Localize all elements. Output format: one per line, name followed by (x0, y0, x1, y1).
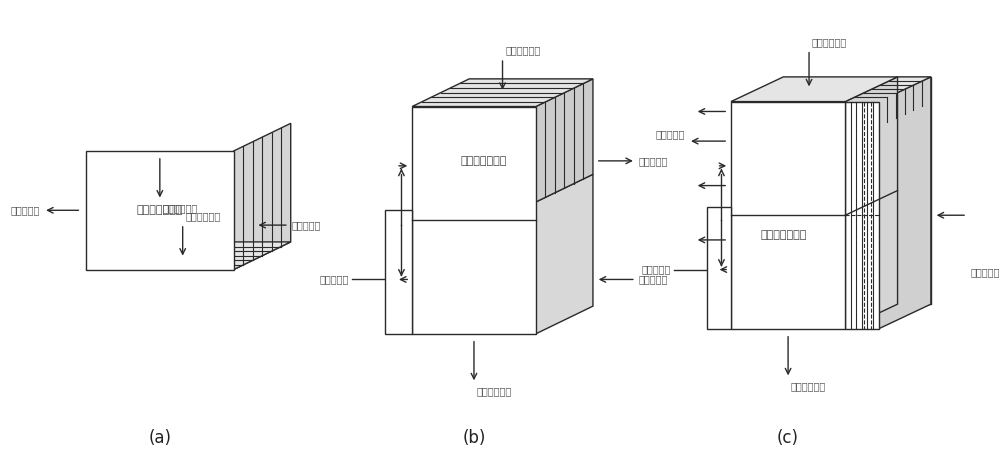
Polygon shape (86, 151, 234, 270)
Polygon shape (879, 77, 931, 329)
Polygon shape (385, 210, 412, 334)
Text: 板式空气预热器: 板式空气预热器 (760, 230, 807, 240)
Text: 热空气出口: 热空气出口 (11, 205, 40, 215)
Polygon shape (86, 242, 291, 270)
Text: (b): (b) (462, 429, 486, 446)
Text: (c): (c) (777, 429, 799, 446)
Polygon shape (845, 77, 931, 102)
Text: 热空气出口: 热空气出口 (656, 129, 685, 139)
Text: 热空气出口: 热空气出口 (639, 156, 668, 166)
Text: 板式空气预热器: 板式空气预热器 (460, 156, 507, 166)
Text: 冷空气进口: 冷空气进口 (320, 274, 349, 285)
Text: 冷空气进口: 冷空气进口 (639, 274, 668, 285)
Polygon shape (536, 174, 593, 334)
Text: 高温烟气进口: 高温烟气进口 (812, 37, 847, 47)
Text: 高温烟气进口: 高温烟气进口 (186, 211, 221, 221)
Polygon shape (898, 77, 931, 304)
Polygon shape (234, 124, 291, 270)
Text: 低温烟气出口: 低温烟气出口 (477, 386, 512, 396)
Polygon shape (536, 79, 593, 202)
Text: 冷空气进口: 冷空气进口 (642, 264, 671, 275)
Text: 冷空气进口: 冷空气进口 (971, 268, 1000, 278)
Text: 冷空气进口: 冷空气进口 (292, 220, 321, 230)
Polygon shape (707, 207, 731, 329)
Polygon shape (412, 79, 593, 107)
Text: 低温烟气出口: 低温烟气出口 (791, 381, 826, 391)
Polygon shape (845, 102, 879, 329)
Polygon shape (731, 77, 898, 102)
Polygon shape (412, 107, 536, 334)
Text: (a): (a) (148, 429, 171, 446)
Polygon shape (731, 102, 845, 329)
Text: 高温烟气进口: 高温烟气进口 (505, 45, 541, 55)
Polygon shape (845, 77, 898, 329)
Text: 低温烟气出口: 低温烟气出口 (163, 204, 198, 213)
Text: 板式空气预热器: 板式空气预热器 (137, 205, 183, 215)
